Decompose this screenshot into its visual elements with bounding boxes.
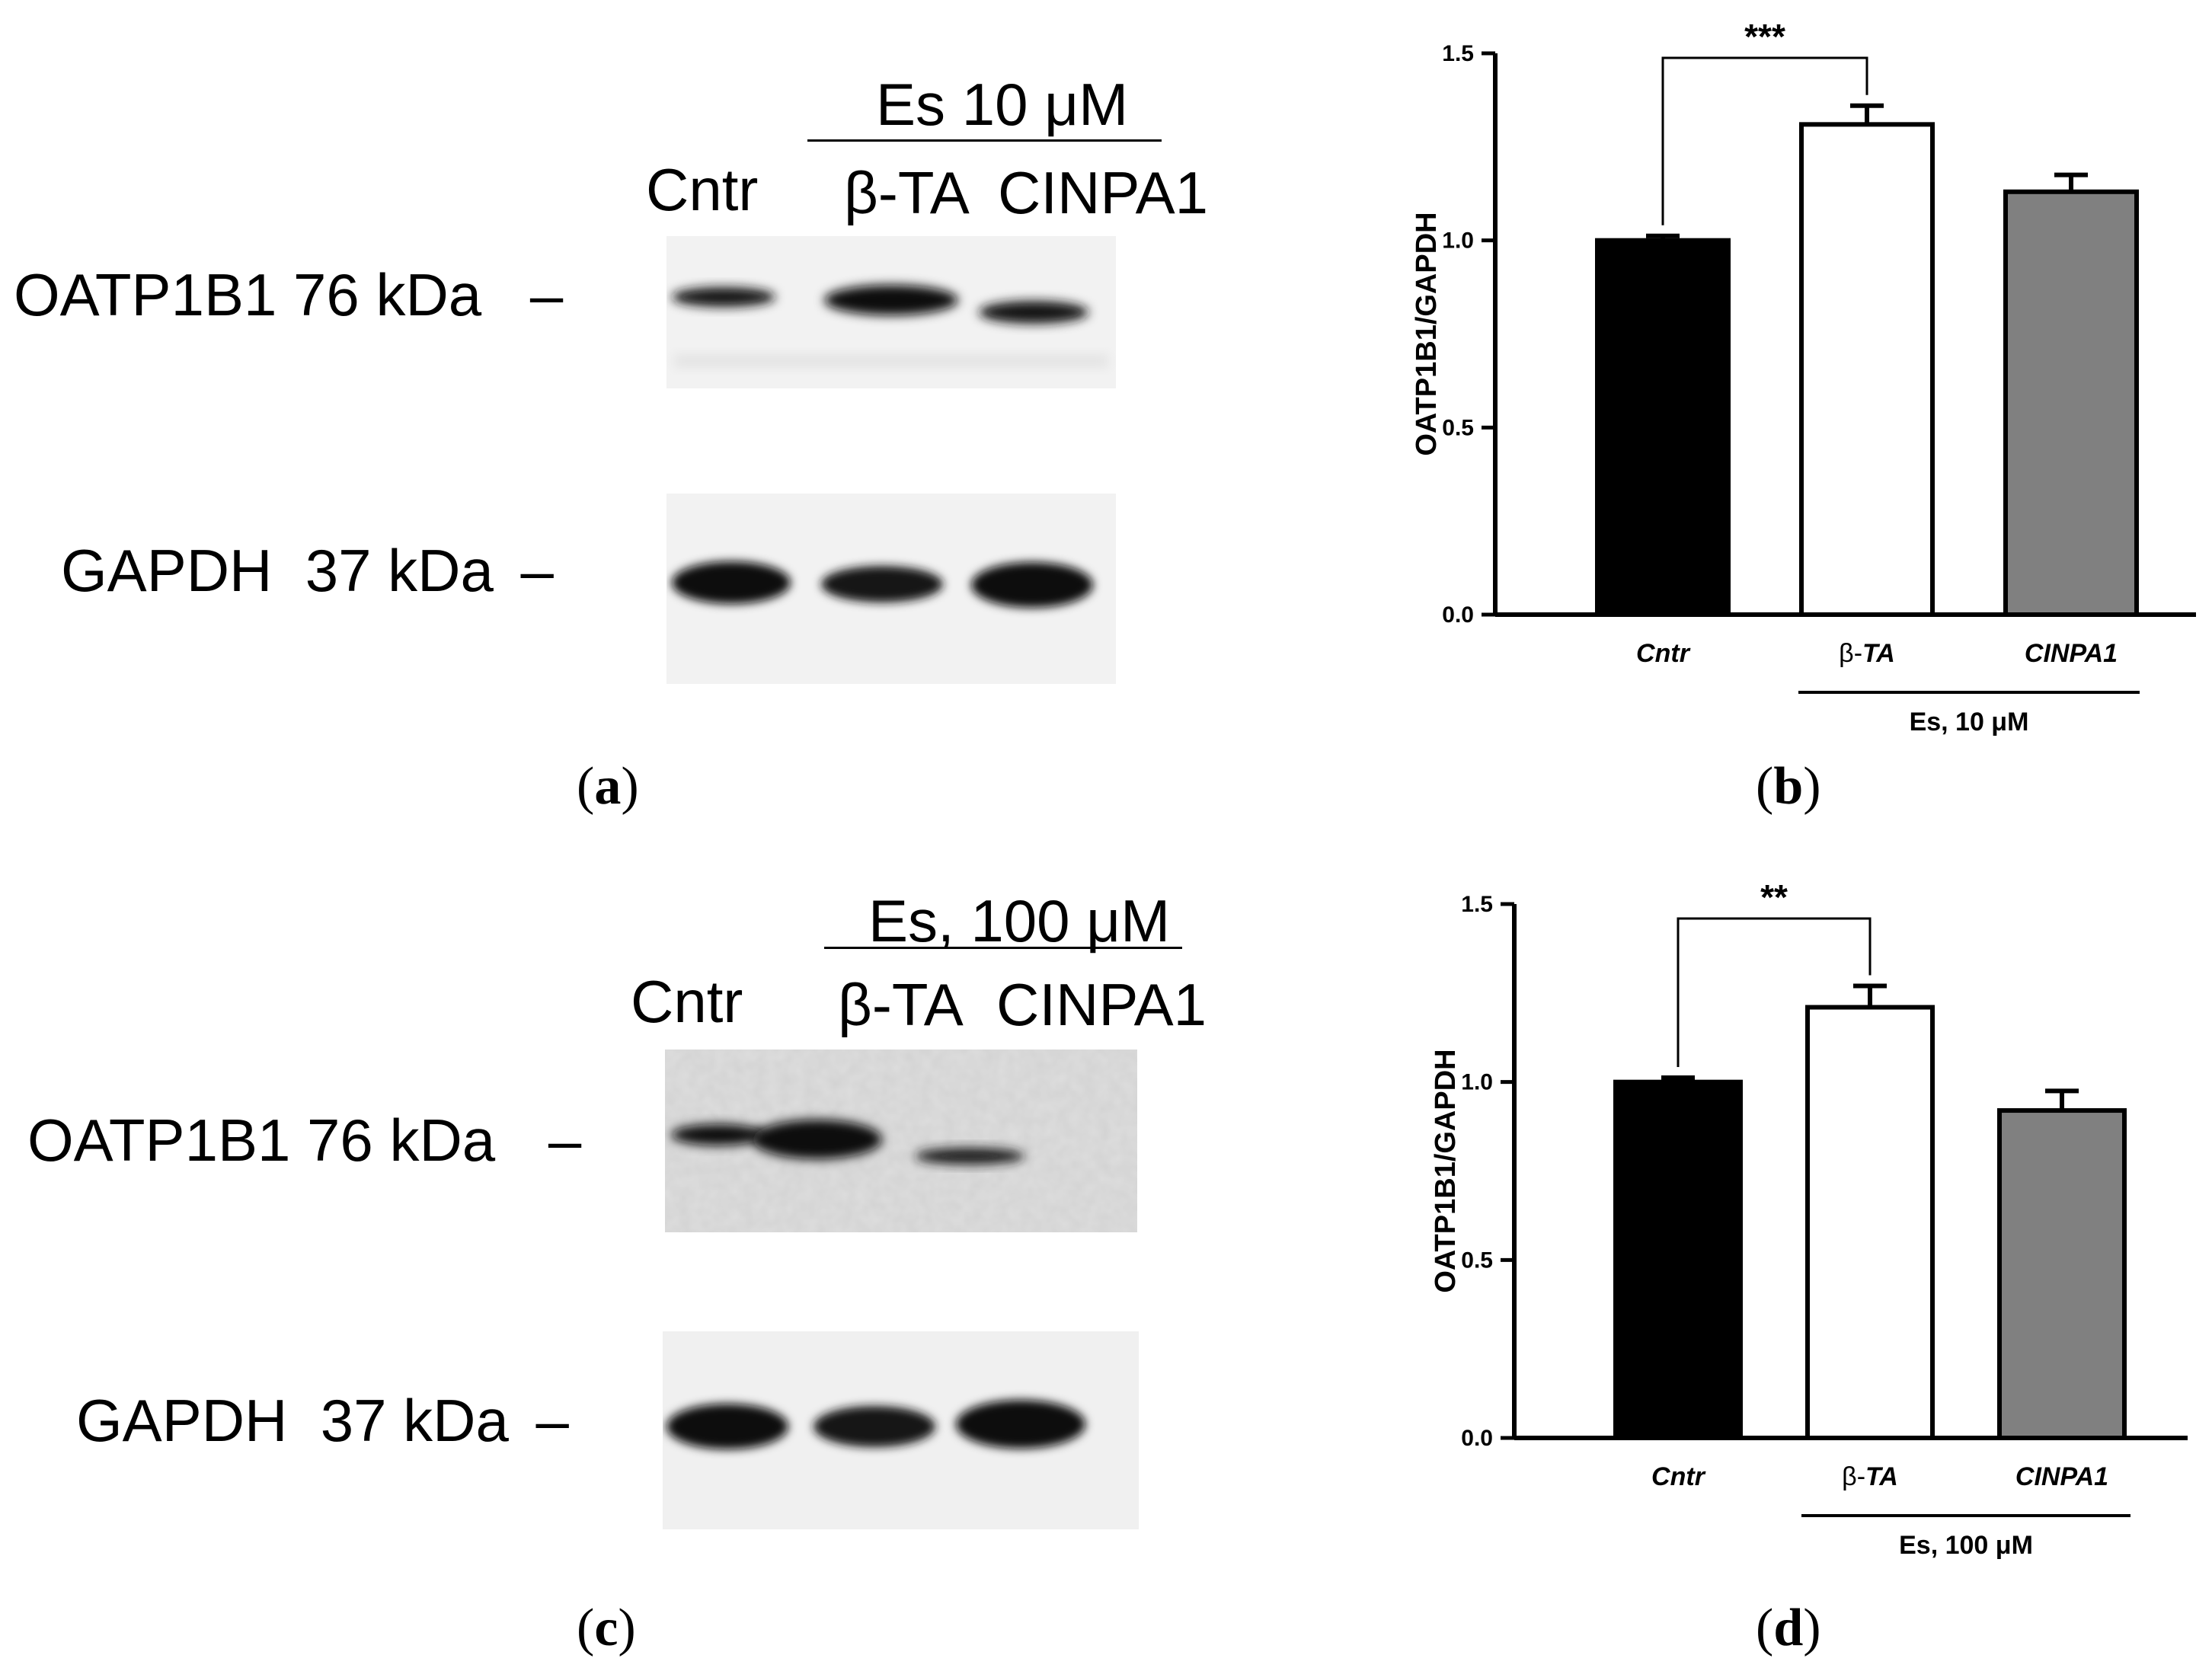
band-oatp1b1-cinpa1-a — [979, 301, 1088, 324]
y-tick-label: 1.0 — [1442, 228, 1474, 254]
x-tick-label: β-TA — [1839, 639, 1895, 668]
band-marker-gapdh-a: – — [520, 537, 554, 604]
band-oatp1b1-cntr-a — [672, 287, 775, 307]
band-gapdh-bta-a — [821, 566, 943, 602]
treatment-label-a: Es 10 μM — [876, 71, 1129, 138]
group-label: Es, 10 μM — [1910, 708, 2029, 736]
lane-label-cntr-a: Cntr — [646, 156, 759, 223]
band-oatp1b1-cinpa1-c — [915, 1148, 1024, 1165]
y-tick-label: 0.0 — [1442, 602, 1474, 628]
band-gapdh-bta-c — [814, 1406, 935, 1447]
bar — [1799, 122, 1935, 617]
band-label-gapdh-a: GAPDH 37 kDa – — [61, 541, 554, 600]
x-tick-label: CINPA1 — [2025, 639, 2118, 668]
significance-bracket — [1661, 56, 1868, 225]
y-tick-label: 0.5 — [1461, 1248, 1493, 1273]
y-tick-label: 1.5 — [1442, 41, 1474, 66]
significance-stars: *** — [1744, 17, 1785, 56]
y-tick-label: 1.0 — [1461, 1070, 1493, 1095]
band-marker-oatp1b1-a: – — [529, 261, 564, 328]
band-marker-gapdh-c: – — [535, 1387, 569, 1454]
band-label-gapdh-c: GAPDH 37 kDa – — [76, 1391, 569, 1450]
y-axis-label: OATP1B1/GAPDH — [1411, 212, 1443, 455]
band-oatp1b1-bta-a — [824, 285, 958, 315]
panel-label-d: (d) — [1756, 1599, 1821, 1657]
x-tick-label: Cntr — [1651, 1462, 1706, 1491]
x-tick-label: CINPA1 — [2015, 1462, 2108, 1491]
panel-label-c: (c) — [577, 1599, 636, 1657]
band-gapdh-cntr-c — [666, 1404, 788, 1449]
lane-label-bta-a: β-TA — [844, 159, 970, 226]
bar-chart-d: 0.0 0.5 1.0 1.5 OATP1B1/GAPDH Cntr β-TA CINPA1 E… — [1430, 877, 2188, 1560]
bar — [1613, 1079, 1743, 1440]
treatment-underline-a — [807, 139, 1162, 142]
blot-image-oatp1b1-a — [666, 236, 1116, 388]
bar — [1997, 1108, 2127, 1440]
blot-image-gapdh-c — [663, 1331, 1139, 1529]
band-name-gapdh-a: GAPDH 37 kDa — [61, 537, 494, 604]
band-gapdh-cinpa1-a — [971, 562, 1093, 608]
panel-label-a: (a) — [577, 757, 639, 816]
significance-stars: ** — [1760, 877, 1788, 917]
treatment-underline-c — [824, 947, 1182, 949]
significance-bracket — [1677, 917, 1872, 1068]
bar — [1595, 238, 1731, 617]
band-oatp1b1-cntr-c — [671, 1124, 766, 1145]
blot-image-gapdh-a — [666, 494, 1116, 684]
blot-image-oatp1b1-c — [665, 1050, 1137, 1232]
band-oatp1b1-bta-c — [753, 1120, 882, 1159]
band-label-oatp1b1-a: OATP1B1 76 kDa – — [14, 265, 563, 324]
band-marker-oatp1b1-c: – — [548, 1107, 582, 1174]
lane-label-bta-c: β-TA — [838, 971, 964, 1038]
bar — [1805, 1005, 1935, 1440]
lane-label-cinpa1-c: CINPA1 — [996, 971, 1207, 1038]
treatment-label-c: Es, 100 μM — [868, 887, 1171, 954]
group-label: Es, 100 μM — [1899, 1531, 2033, 1560]
y-tick-label: 1.5 — [1461, 892, 1493, 917]
band-gapdh-cinpa1-c — [956, 1400, 1085, 1449]
band-name-gapdh-c: GAPDH 37 kDa — [76, 1387, 509, 1454]
x-tick-label: Cntr — [1636, 639, 1691, 668]
y-tick-label: 0.0 — [1461, 1426, 1493, 1451]
panel-label-b: (b) — [1756, 757, 1821, 816]
lane-label-cntr-c: Cntr — [631, 968, 743, 1035]
bar-chart-b: 0.0 0.5 1.0 1.5 OATP1B1/GAPDH Cntr β-TA CINPA1 E… — [1411, 17, 2196, 736]
y-tick-label: 0.5 — [1442, 415, 1474, 440]
band-name-oatp1b1-a: OATP1B1 76 kDa — [14, 261, 482, 328]
band-gapdh-cntr-a — [672, 561, 791, 604]
y-axis-label: OATP1B1/GAPDH — [1430, 1049, 1462, 1292]
lane-label-cinpa1-a: CINPA1 — [998, 159, 1208, 226]
x-tick-label: β-TA — [1842, 1462, 1898, 1491]
bar — [2003, 189, 2139, 617]
band-label-oatp1b1-c: OATP1B1 76 kDa – — [27, 1110, 581, 1170]
band-name-oatp1b1-c: OATP1B1 76 kDa — [27, 1107, 496, 1174]
